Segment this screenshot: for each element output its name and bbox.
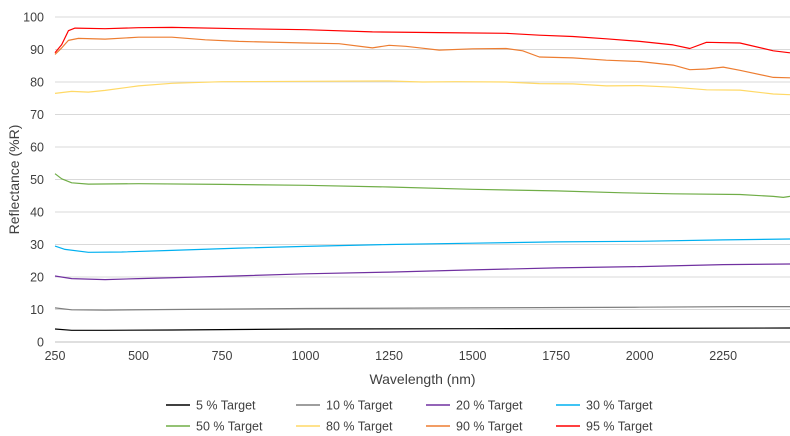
legend-label: 80 % Target [326,420,393,434]
x-axis-title: Wavelength (nm) [369,371,475,387]
y-tick-label: 90 [30,43,44,57]
series-line-8 [54,26,790,54]
series-line-1 [54,327,790,331]
y-tick-label: 40 [30,206,44,220]
legend-label: 5 % Target [196,399,256,413]
legend-label: 20 % Target [456,399,523,413]
x-tick-labels: 250 500 750 1000 1250 1500 1750 2000 2250 [45,349,738,363]
y-tick-label: 20 [30,271,44,285]
x-tick-label: 2000 [626,349,654,363]
y-tick-label: 50 [30,173,44,187]
x-tick-label: 1500 [459,349,487,363]
legend-label: 95 % Target [586,420,653,434]
y-axis-title: Reflectance (%R) [6,125,22,235]
legend-label: 30 % Target [586,399,653,413]
y-tick-label: 60 [30,141,44,155]
series-line-2 [54,306,790,311]
data-series [54,26,790,331]
series-line-6 [54,80,790,96]
legend-label: 10 % Target [326,399,393,413]
x-tick-label: 750 [212,349,233,363]
legend-label: 50 % Target [196,420,263,434]
y-tick-label: 30 [30,238,44,252]
legend-label: 90 % Target [456,420,523,434]
y-tick-label: 100 [23,11,44,25]
legend: 5 % Target 10 % Target 20 % Target 30 % Tar… [166,399,653,434]
y-tick-label: 80 [30,76,44,90]
y-tick-label: 0 [37,336,44,350]
y-tick-label: 70 [30,108,44,122]
y-tick-labels: 0 10 20 30 40 50 60 70 80 90 100 [23,11,44,350]
series-line-5 [54,173,790,198]
x-tick-label: 2250 [709,349,737,363]
series-line-4 [54,238,790,253]
x-tick-label: 250 [45,349,66,363]
x-tick-label: 1000 [292,349,320,363]
x-tick-label: 1750 [542,349,570,363]
x-tick-label: 500 [128,349,149,363]
y-tick-label: 10 [30,303,44,317]
series-line-7 [54,36,790,79]
x-tick-label: 1250 [375,349,403,363]
series-line-3 [54,263,790,281]
